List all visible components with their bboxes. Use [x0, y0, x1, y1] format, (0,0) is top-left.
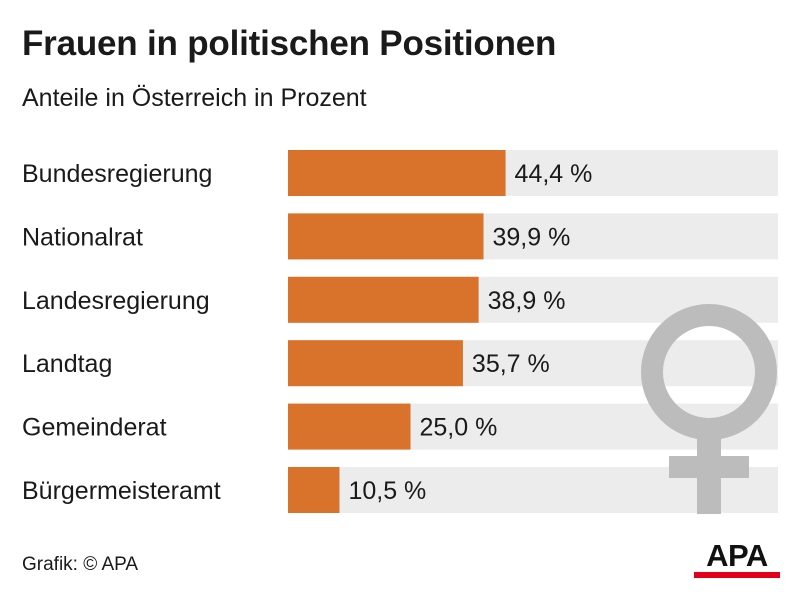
value-label: 25,0 % [420, 414, 498, 442]
chart-subtitle: Anteile in Österreich in Prozent [22, 84, 367, 112]
value-label: 39,9 % [493, 223, 571, 251]
female-symbol-icon [641, 304, 777, 514]
category-label: Nationalrat [22, 223, 143, 251]
category-label: Landesregierung [22, 287, 210, 315]
logo-accent-bar [694, 572, 780, 578]
bar [288, 403, 411, 450]
category-label: Gemeinderat [22, 414, 167, 442]
value-label: 38,9 % [488, 287, 566, 315]
source-credit: Grafik: © APA [22, 554, 139, 575]
apa-logo: APA [694, 540, 780, 578]
bar [288, 467, 340, 513]
category-label: Landtag [22, 350, 112, 378]
value-label: 10,5 % [348, 477, 426, 505]
bar-chart: Bundesregierung 44,4 % Nationalrat 39,9 % La… [22, 150, 778, 514]
bar [288, 213, 484, 260]
bar [288, 340, 463, 387]
value-label: 44,4 % [515, 160, 593, 188]
chart-title: Frauen in politischen Positionen [22, 24, 557, 63]
bar [288, 276, 479, 323]
logo-text: APA [706, 538, 768, 573]
value-label: 35,7 % [472, 350, 550, 378]
category-label: Bürgermeisteramt [22, 477, 221, 505]
category-label: Bundesregierung [22, 160, 212, 188]
bar [288, 150, 506, 196]
